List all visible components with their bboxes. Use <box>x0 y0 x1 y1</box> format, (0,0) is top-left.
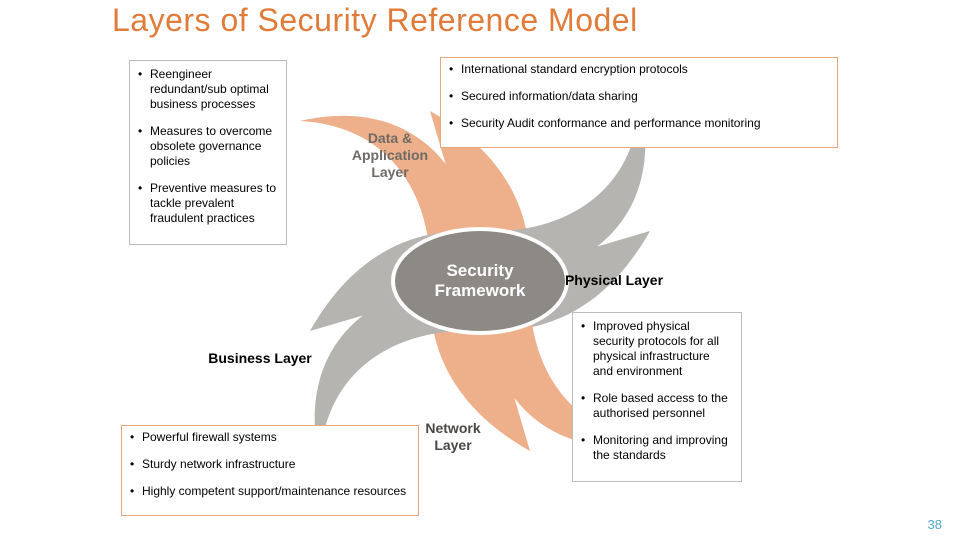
list-item: Monitoring and improving the standards <box>581 433 733 463</box>
bullets-data-app: International standard encryption protoc… <box>440 57 838 148</box>
list-item: Sturdy network infrastructure <box>130 457 410 472</box>
page-number: 38 <box>928 517 942 532</box>
bullets-network: Powerful firewall systems Sturdy network… <box>121 425 419 516</box>
list-item: Powerful firewall systems <box>130 430 410 445</box>
label-network: NetworkLayer <box>408 420 498 454</box>
bullets-physical: Improved physical security protocols for… <box>572 312 742 482</box>
list-item: Improved physical security protocols for… <box>581 319 733 379</box>
label-business: Business Layer <box>200 350 320 367</box>
label-data-app: Data &ApplicationLayer <box>335 130 445 180</box>
label-physical: Physical Layer <box>554 272 674 289</box>
list-item: Role based access to the authorised pers… <box>581 391 733 421</box>
hub-line2: Framework <box>435 281 526 301</box>
list-item: Highly competent support/maintenance res… <box>130 484 410 499</box>
list-item: Reengineer redundant/sub optimal busines… <box>138 67 278 112</box>
page-title: Layers of Security Reference Model <box>112 2 638 39</box>
list-item: Measures to overcome obsolete governance… <box>138 124 278 169</box>
hub-security-framework: Security Framework <box>395 231 565 331</box>
bullets-business: Reengineer redundant/sub optimal busines… <box>129 60 287 245</box>
list-item: Preventive measures to tackle prevalent … <box>138 181 278 226</box>
list-item: Secured information/data sharing <box>449 89 829 104</box>
hub-line1: Security <box>435 261 526 281</box>
list-item: International standard encryption protoc… <box>449 62 829 77</box>
list-item: Security Audit conformance and performan… <box>449 116 829 131</box>
